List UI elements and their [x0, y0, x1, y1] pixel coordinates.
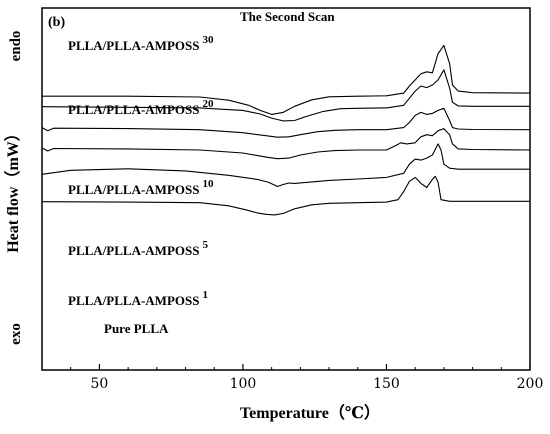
- plot-frame: [41, 7, 531, 371]
- curve-1: [42, 44, 531, 115]
- x-tick-label-50: 50: [90, 376, 108, 392]
- y-top-label-endo: endo: [8, 31, 24, 62]
- curve-label-3: PLLA/PLLA-AMPOSS: [68, 182, 199, 197]
- curve-3: [41, 107, 531, 138]
- curve-label-6: Pure PLLA: [104, 321, 169, 336]
- x-tick-label-200: 200: [517, 376, 544, 392]
- curve-label-sup-5: 1: [202, 289, 208, 301]
- curve-label-2: PLLA/PLLA-AMPOSS: [68, 102, 199, 117]
- x-ticks: 50 100 150 200: [70, 364, 544, 392]
- panel-label: (b): [48, 15, 65, 30]
- curve-label-sup-2: 20: [202, 98, 214, 110]
- x-tick-label-150: 150: [373, 376, 400, 392]
- curve-label-5: PLLA/PLLA-AMPOSS: [68, 293, 199, 308]
- curve-label-sup-1: 30: [202, 34, 214, 46]
- x-axis-label: Temperature（℃）: [240, 404, 380, 422]
- curve-label-1: PLLA/PLLA-AMPOSS: [68, 38, 199, 53]
- curve-4: [41, 128, 531, 160]
- curve-label-4: PLLA/PLLA-AMPOSS: [68, 243, 199, 258]
- curve-label-sup-4: 5: [202, 239, 208, 251]
- y-bottom-label-exo: exo: [8, 323, 24, 345]
- curve-5: [41, 143, 530, 188]
- curve-6: [41, 175, 530, 216]
- curves: [41, 44, 531, 216]
- curve-2: [41, 69, 530, 122]
- chart-title: The Second Scan: [240, 9, 335, 24]
- curve-label-sup-3: 10: [202, 178, 214, 190]
- x-tick-label-100: 100: [230, 376, 257, 392]
- y-axis-label: Heat flow（mW）: [4, 125, 22, 253]
